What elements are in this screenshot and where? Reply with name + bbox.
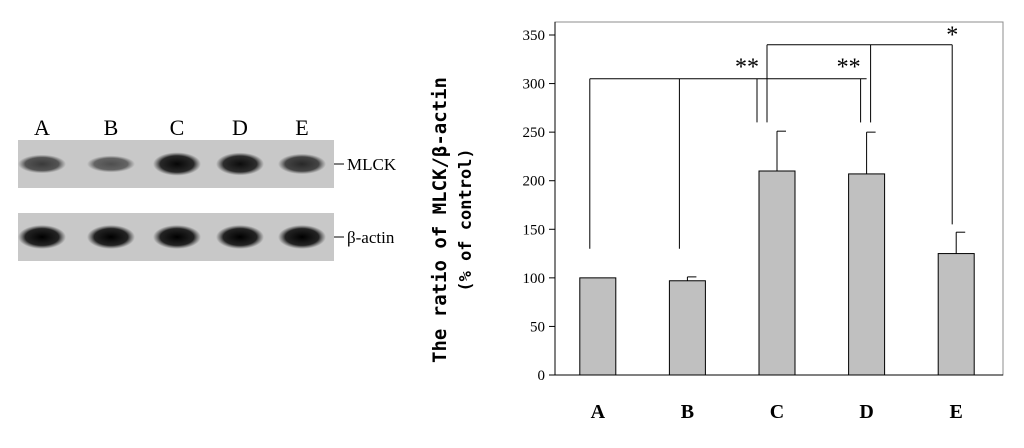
error-bars [686, 130, 966, 281]
bar-A [579, 277, 617, 376]
blot-band [87, 225, 135, 249]
bar-B [668, 280, 706, 376]
lane-label: B [104, 115, 119, 140]
x-tick-label: A [591, 401, 606, 423]
significance-label: * [946, 23, 958, 49]
x-tick-label: E [950, 401, 963, 423]
y-tick-label: 300 [523, 77, 546, 93]
blot-band [18, 154, 66, 174]
y-tick-label: 250 [523, 125, 546, 141]
bar-E [937, 253, 975, 376]
blot-band [216, 225, 264, 249]
bar-D [848, 173, 886, 376]
lane-label: A [34, 115, 50, 140]
blot-rows: MLCK β-actin [18, 140, 397, 261]
bracket-CD-vs-E [766, 44, 953, 225]
y-axis-ticks: 0 50 100 150 200 250 300 350 [523, 28, 555, 384]
blot-row-MLCK: MLCK [18, 140, 397, 188]
x-tick-labels: A B C D E [591, 401, 963, 423]
x-tick-label: C [770, 401, 784, 423]
x-tick-label: D [859, 401, 873, 423]
significance-brackets: ** *** [589, 23, 958, 249]
y-tick-label: 50 [530, 319, 545, 335]
blot-row-label: β-actin [347, 228, 395, 247]
blot-band [153, 152, 201, 176]
bar-C [758, 170, 796, 376]
bracket-AB-vs-CD [589, 78, 867, 249]
blot-band [18, 225, 66, 249]
western-blot-panel: A B C D E MLCK β-actin [18, 115, 397, 261]
blot-row-label: MLCK [347, 155, 397, 174]
blot-lane-labels: A B C D E [34, 115, 309, 140]
blot-band [278, 225, 326, 249]
blot-row-beta-actin: β-actin [18, 213, 395, 261]
y-tick-label: 150 [523, 222, 546, 238]
blot-band [153, 225, 201, 249]
lane-label: D [232, 115, 248, 140]
y-tick-label: 0 [538, 368, 546, 384]
y-tick-label: 100 [523, 271, 546, 287]
blot-band [216, 152, 264, 176]
blot-band [278, 153, 326, 175]
lane-label: C [170, 115, 185, 140]
y-axis-label: The ratio of MLCK/β-actin [429, 77, 451, 363]
bars [579, 170, 975, 376]
significance-label: ** [735, 55, 759, 81]
lane-label: E [295, 115, 308, 140]
significance-label: ** [837, 55, 861, 81]
y-tick-label: 200 [523, 174, 546, 190]
y-axis-label-units: (% of control) [456, 148, 476, 291]
blot-band [87, 155, 135, 173]
y-tick-label: 350 [523, 28, 546, 44]
x-tick-label: B [681, 401, 694, 423]
